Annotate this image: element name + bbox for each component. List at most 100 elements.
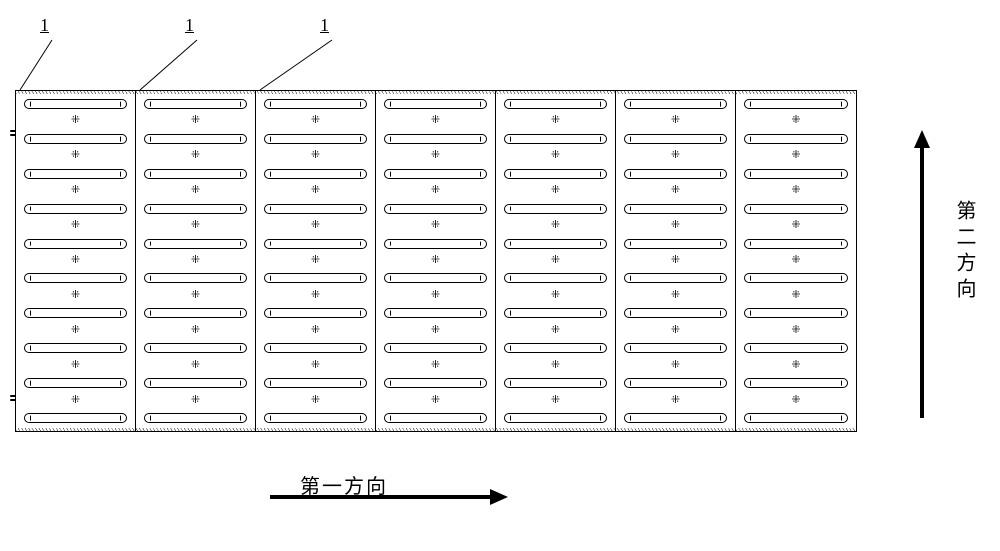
- slot: [744, 308, 848, 318]
- gap-mark: [551, 220, 560, 231]
- slot: [264, 99, 367, 109]
- gap-mark: [791, 325, 800, 336]
- gap-mark: [791, 395, 800, 406]
- edge-tick: [10, 395, 18, 403]
- slot: [744, 99, 848, 109]
- gap-mark: [671, 325, 680, 336]
- gap-mark: [431, 290, 440, 301]
- gap-mark: [71, 185, 80, 196]
- gap-mark: [671, 150, 680, 161]
- slot: [24, 204, 127, 214]
- gap-mark: [431, 185, 440, 196]
- diagram-canvas: 111 第一方向 第二方向: [0, 0, 1000, 551]
- gap-mark: [791, 360, 800, 371]
- slot: [744, 239, 848, 249]
- slot: [144, 273, 247, 283]
- block: [736, 91, 856, 431]
- slot: [384, 308, 487, 318]
- slot: [384, 204, 487, 214]
- slot: [624, 378, 727, 388]
- gap-mark: [191, 185, 200, 196]
- gap-mark: [71, 360, 80, 371]
- slot: [504, 273, 607, 283]
- gap-mark: [71, 150, 80, 161]
- gap-mark: [431, 325, 440, 336]
- second-direction-arrow: [910, 130, 934, 420]
- gap-mark: [791, 115, 800, 126]
- slot: [744, 169, 848, 179]
- block: [616, 91, 736, 431]
- slot: [264, 204, 367, 214]
- slot: [504, 343, 607, 353]
- gap-mark: [71, 220, 80, 231]
- gap-mark: [671, 255, 680, 266]
- gap-mark: [551, 395, 560, 406]
- slot: [384, 134, 487, 144]
- second-direction-label: 第二方向: [950, 200, 979, 304]
- gap-mark: [551, 115, 560, 126]
- slot: [624, 99, 727, 109]
- gap-mark: [551, 325, 560, 336]
- gap-mark: [791, 150, 800, 161]
- gap-mark: [431, 395, 440, 406]
- slot: [24, 273, 127, 283]
- slot: [144, 308, 247, 318]
- gap-mark: [671, 395, 680, 406]
- slot: [624, 134, 727, 144]
- gap-mark: [551, 360, 560, 371]
- gap-mark: [791, 255, 800, 266]
- slot: [24, 413, 127, 423]
- gap-mark: [431, 115, 440, 126]
- first-direction-label: 第一方向: [300, 470, 388, 499]
- slot: [384, 169, 487, 179]
- gap-mark: [791, 185, 800, 196]
- block: [496, 91, 616, 431]
- gap-mark: [431, 360, 440, 371]
- slot: [744, 413, 848, 423]
- slot: [504, 413, 607, 423]
- gap-mark: [431, 150, 440, 161]
- gap-mark: [671, 115, 680, 126]
- gap-mark: [191, 395, 200, 406]
- slot: [744, 343, 848, 353]
- slot: [24, 169, 127, 179]
- slot: [624, 169, 727, 179]
- block: [136, 91, 256, 431]
- slot: [24, 239, 127, 249]
- slot: [24, 99, 127, 109]
- edge-tick: [10, 130, 18, 138]
- slot: [744, 134, 848, 144]
- slot: [264, 273, 367, 283]
- gap-mark: [551, 185, 560, 196]
- gap-mark: [191, 115, 200, 126]
- slot: [624, 343, 727, 353]
- block: [16, 91, 136, 431]
- gap-mark: [671, 220, 680, 231]
- gap-mark: [191, 255, 200, 266]
- slot: [144, 413, 247, 423]
- slot: [624, 413, 727, 423]
- gap-mark: [311, 290, 320, 301]
- gap-mark: [551, 150, 560, 161]
- slot: [744, 204, 848, 214]
- gap-mark: [551, 290, 560, 301]
- slot: [624, 308, 727, 318]
- gap-mark: [311, 395, 320, 406]
- slot: [264, 343, 367, 353]
- block-grid: [15, 90, 857, 432]
- slot: [144, 343, 247, 353]
- gap-mark: [311, 325, 320, 336]
- slot: [384, 378, 487, 388]
- slot: [144, 239, 247, 249]
- slot: [504, 99, 607, 109]
- gap-mark: [311, 150, 320, 161]
- gap-mark: [791, 220, 800, 231]
- slot: [144, 99, 247, 109]
- slot: [264, 308, 367, 318]
- slot: [384, 239, 487, 249]
- gap-mark: [311, 255, 320, 266]
- slot: [24, 134, 127, 144]
- gap-mark: [791, 290, 800, 301]
- gap-mark: [191, 360, 200, 371]
- block: [256, 91, 376, 431]
